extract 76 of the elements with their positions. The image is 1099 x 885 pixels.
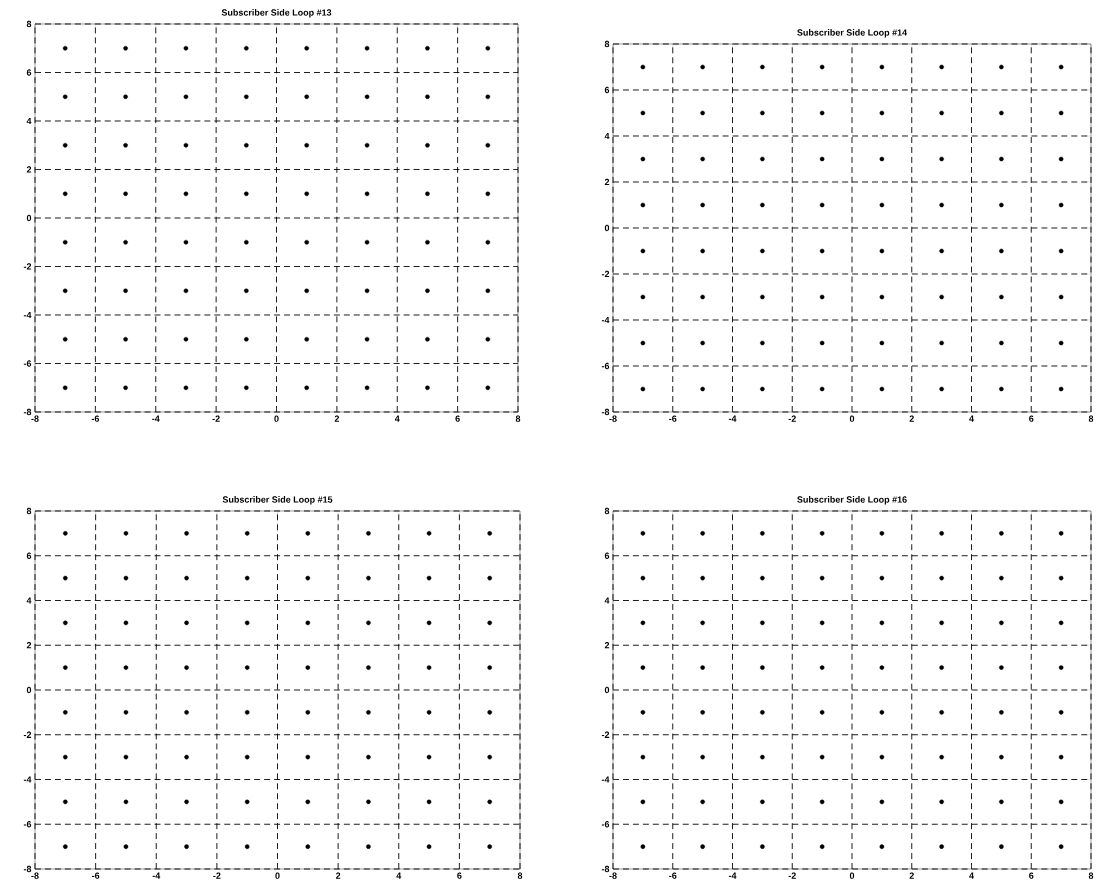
x-tick-label: 0 xyxy=(849,415,855,422)
y-tick-label: -8 xyxy=(601,865,610,873)
chart-title: Subscriber Side Loop #14 xyxy=(797,29,908,38)
x-tick-label: 4 xyxy=(969,872,974,879)
y-tick-label: -2 xyxy=(23,263,32,270)
x-tick-label: 0 xyxy=(849,872,855,879)
x-tick-label: -6 xyxy=(91,872,100,879)
y-tick-label: 6 xyxy=(26,552,32,559)
y-tick-label: -6 xyxy=(601,821,610,828)
y-tick-label: -6 xyxy=(23,360,32,367)
y-tick-label: 0 xyxy=(26,214,32,222)
y-tick-label: -2 xyxy=(601,731,610,738)
y-tick-label: -2 xyxy=(23,731,32,738)
x-tick-label: 2 xyxy=(909,415,914,422)
x-tick-label: -2 xyxy=(212,415,220,422)
y-tick-label: -8 xyxy=(23,865,32,873)
x-tick-label: -2 xyxy=(788,415,796,422)
x-tick-label: -8 xyxy=(609,415,617,422)
y-tick-label: -2 xyxy=(601,270,610,278)
x-tick-label: -4 xyxy=(152,415,160,422)
y-tick-label: 4 xyxy=(26,597,32,604)
y-tick-label: 4 xyxy=(604,597,610,604)
y-tick-label: 6 xyxy=(26,69,32,76)
x-tick-label: 8 xyxy=(1088,872,1094,879)
x-tick-label: -4 xyxy=(152,872,161,879)
y-tick-label: 8 xyxy=(604,40,610,48)
x-tick-label: -4 xyxy=(728,872,737,879)
x-tick-label: 6 xyxy=(1029,415,1034,422)
y-tick-label: 0 xyxy=(604,686,610,694)
y-tick-label: 8 xyxy=(26,20,32,28)
x-tick-label: 2 xyxy=(334,415,340,422)
y-tick-label: -8 xyxy=(23,408,32,416)
y-tick-label: -4 xyxy=(601,776,610,783)
y-tick-label: -4 xyxy=(23,776,32,783)
y-tick-label: 0 xyxy=(604,224,610,232)
y-tick-label: -4 xyxy=(601,316,610,324)
y-tick-label: -8 xyxy=(601,408,610,416)
x-tick-label: -8 xyxy=(31,415,39,422)
x-tick-label: -4 xyxy=(728,415,737,422)
y-tick-label: -6 xyxy=(23,821,32,828)
x-tick-label: 2 xyxy=(335,872,341,879)
y-tick-label: 2 xyxy=(604,178,610,186)
x-tick-label: -6 xyxy=(669,415,677,422)
x-tick-label: 6 xyxy=(457,872,462,879)
y-tick-label: 6 xyxy=(604,86,610,94)
x-tick-label: 4 xyxy=(396,872,402,879)
x-tick-label: 6 xyxy=(455,415,460,422)
chart-title: Subscriber Side Loop #15 xyxy=(222,496,333,505)
y-tick-label: 2 xyxy=(604,642,610,649)
y-tick-label: 2 xyxy=(26,166,32,173)
x-tick-label: -6 xyxy=(669,872,677,879)
chart-title: Subscriber Side Loop #16 xyxy=(797,496,907,505)
x-tick-label: 8 xyxy=(517,872,523,879)
y-tick-label: 0 xyxy=(26,686,32,694)
x-tick-label: 8 xyxy=(1088,415,1094,422)
x-tick-label: 8 xyxy=(515,415,521,422)
y-tick-label: 4 xyxy=(26,117,32,125)
y-tick-label: 8 xyxy=(604,507,610,515)
x-tick-label: -6 xyxy=(91,415,100,422)
x-tick-label: -8 xyxy=(31,872,39,879)
x-tick-label: 0 xyxy=(274,415,279,422)
x-tick-label: 4 xyxy=(969,415,974,422)
y-tick-label: 6 xyxy=(604,552,610,559)
x-tick-label: -8 xyxy=(609,872,617,879)
y-tick-label: 2 xyxy=(26,642,32,649)
x-tick-label: -2 xyxy=(213,872,221,879)
y-tick-label: 4 xyxy=(604,132,610,140)
y-tick-label: -6 xyxy=(601,362,610,370)
x-tick-label: 6 xyxy=(1029,872,1034,879)
x-tick-label: -2 xyxy=(788,872,796,879)
y-tick-label: -4 xyxy=(23,311,32,319)
x-tick-label: 4 xyxy=(394,415,400,422)
y-tick-label: 8 xyxy=(26,507,32,515)
chart-title: Subscriber Side Loop #13 xyxy=(221,9,332,18)
x-tick-label: 0 xyxy=(275,872,280,879)
x-tick-label: 2 xyxy=(909,872,914,879)
